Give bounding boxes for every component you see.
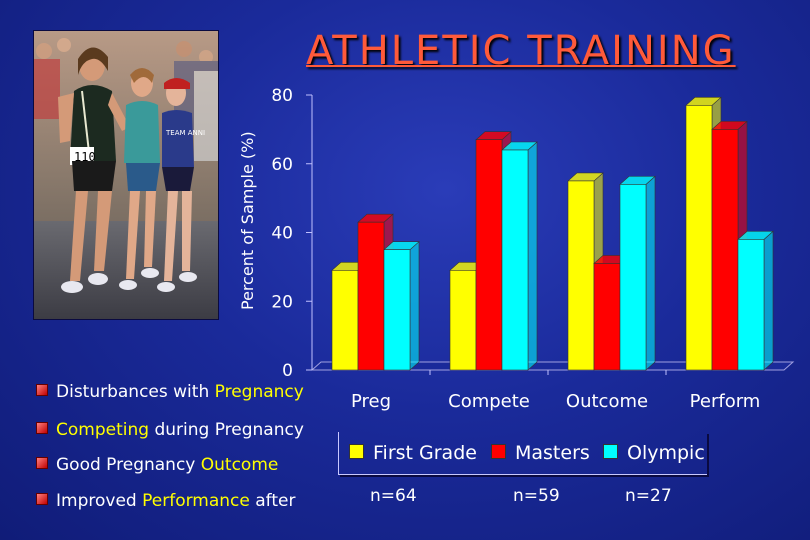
legend-item-olympic: Olympic [603,442,705,464]
sample-size-olympic: n=27 [625,486,672,506]
bullet-text: after [249,491,296,511]
bullet-item: Improved Performance after [36,491,295,511]
chart-bars [331,96,774,371]
bar [619,175,656,371]
legend-item-first-grade: First Grade [349,442,477,464]
x-category-label: Preg [351,391,391,412]
bullet-text: Good Pregnancy [56,455,201,475]
bullet-highlight-text: Outcome [200,455,279,475]
y-tick-label: 20 [271,292,293,312]
legend-swatch-masters [491,444,506,459]
runners-illustration: 110 TEAM ANNI [34,31,218,319]
bar [711,120,748,371]
bullet-highlight-text: Competing [56,420,150,440]
bullet-item: Good Pregnancy Outcome [36,455,278,475]
bullet-highlight-text: Performance [142,491,250,511]
bullet-marker-icon [36,384,48,396]
x-category-label: Perform [690,391,761,412]
bullet-highlight-text: Pregnancy [214,382,304,402]
bullet-text: Disturbances with [56,382,215,402]
legend-label-masters: Masters [515,442,590,464]
bullet-text: during Pregnancy [149,420,304,440]
sample-size-masters: n=59 [513,486,560,506]
y-tick-label: 80 [271,86,293,106]
x-category-label: Compete [448,391,530,412]
bullet-marker-icon [36,457,48,469]
bullet-marker-icon [36,422,48,434]
y-tick-label: 60 [271,155,293,175]
bullet-marker-icon [36,493,48,505]
bar [737,230,774,371]
page-title: ATHLETIC TRAINING [306,28,736,74]
shirt-text: TEAM ANNI [165,129,205,137]
bullet-text: Improved [56,491,143,511]
x-category-label: Outcome [566,391,648,412]
bib-number: 110 [74,150,96,164]
runners-photo: 110 TEAM ANNI [33,30,219,320]
legend-swatch-olympic [603,444,618,459]
bullet-item: Competing during Pregnancy [36,420,304,440]
legend-label-olympic: Olympic [627,442,705,464]
chart-legend: First Grade Masters Olympic [338,432,707,475]
y-tick-label: 40 [271,224,293,244]
bar [383,241,420,371]
legend-swatch-first-grade [349,444,364,459]
sample-size-first-grade: n=64 [370,486,417,506]
legend-label-first-grade: First Grade [373,442,477,464]
legend-item-masters: Masters [491,442,590,464]
bar [501,141,538,371]
bullet-item: Disturbances with Pregnancy [36,382,304,402]
y-tick-label: 0 [282,361,293,381]
chart-axes: 0 20 40 60 80 Preg Compete Outcome Perform [271,86,795,412]
